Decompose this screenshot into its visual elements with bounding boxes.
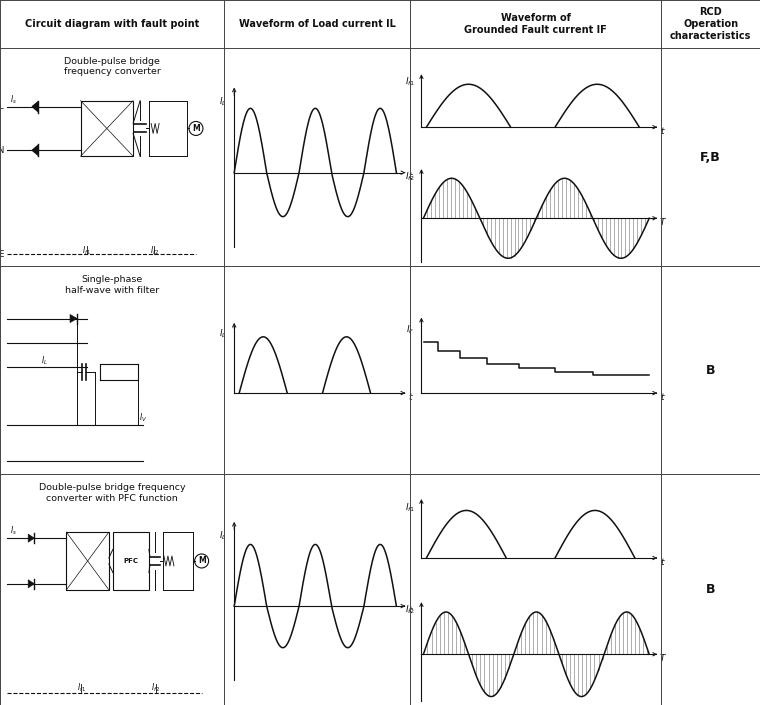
Text: t: t	[660, 558, 664, 567]
Text: $I_L$: $I_L$	[220, 529, 227, 542]
Text: t: t	[409, 606, 412, 615]
Text: $I_{f1}$: $I_{f1}$	[77, 682, 86, 694]
Text: Waveform of Load current IL: Waveform of Load current IL	[239, 19, 396, 29]
Text: t: t	[409, 393, 412, 402]
Text: M: M	[198, 556, 205, 565]
Text: L: L	[0, 102, 2, 111]
Text: $I_L$: $I_L$	[41, 355, 49, 367]
Text: PFC: PFC	[123, 558, 138, 564]
Text: PE: PE	[0, 250, 5, 259]
Text: t: t	[660, 127, 664, 135]
Text: $I_s$: $I_s$	[10, 93, 17, 106]
Polygon shape	[28, 534, 34, 542]
Text: B: B	[706, 583, 715, 596]
Text: $I_F$: $I_F$	[406, 324, 415, 336]
Polygon shape	[32, 145, 38, 155]
Text: $I_{f2}$: $I_{f2}$	[151, 682, 160, 694]
Text: B: B	[706, 364, 715, 377]
Polygon shape	[70, 314, 77, 322]
Text: T: T	[660, 654, 665, 663]
Text: $I_{f1}$: $I_{f1}$	[82, 244, 91, 257]
Text: L3: L3	[0, 362, 1, 371]
Text: RCD
Operation
characteristics: RCD Operation characteristics	[670, 7, 752, 41]
Text: $I_{f1}$: $I_{f1}$	[405, 76, 416, 88]
Text: t: t	[409, 172, 412, 181]
Polygon shape	[28, 580, 34, 588]
Text: N: N	[0, 146, 3, 154]
Polygon shape	[32, 102, 38, 111]
Text: Single-phase
half-wave with filter: Single-phase half-wave with filter	[65, 276, 160, 295]
Text: $I_{f1}$: $I_{f1}$	[405, 502, 416, 515]
Text: Double-pulse bridge
frequency converter: Double-pulse bridge frequency converter	[64, 57, 160, 76]
Text: Waveform of
Grounded Fault current IF: Waveform of Grounded Fault current IF	[464, 13, 607, 35]
Text: $I_L$: $I_L$	[220, 95, 227, 108]
Text: $I_s$: $I_s$	[10, 525, 17, 537]
Text: L2: L2	[0, 339, 1, 348]
Text: Circuit diagram with fault point: Circuit diagram with fault point	[25, 19, 199, 29]
Text: F,B: F,B	[700, 151, 721, 164]
Text: $I_{f2}$: $I_{f2}$	[405, 603, 416, 616]
Text: $I_V$: $I_V$	[139, 411, 147, 424]
Text: $I_{f2}$: $I_{f2}$	[405, 170, 416, 183]
Text: T: T	[660, 218, 665, 227]
Text: $I_L$: $I_L$	[220, 328, 227, 341]
Text: L1: L1	[0, 314, 1, 323]
Text: Double-pulse bridge frequency
converter with PFC function: Double-pulse bridge frequency converter …	[39, 484, 185, 503]
Text: t: t	[660, 393, 664, 402]
Text: $I_{f2}$: $I_{f2}$	[150, 244, 159, 257]
Text: M: M	[192, 124, 200, 133]
